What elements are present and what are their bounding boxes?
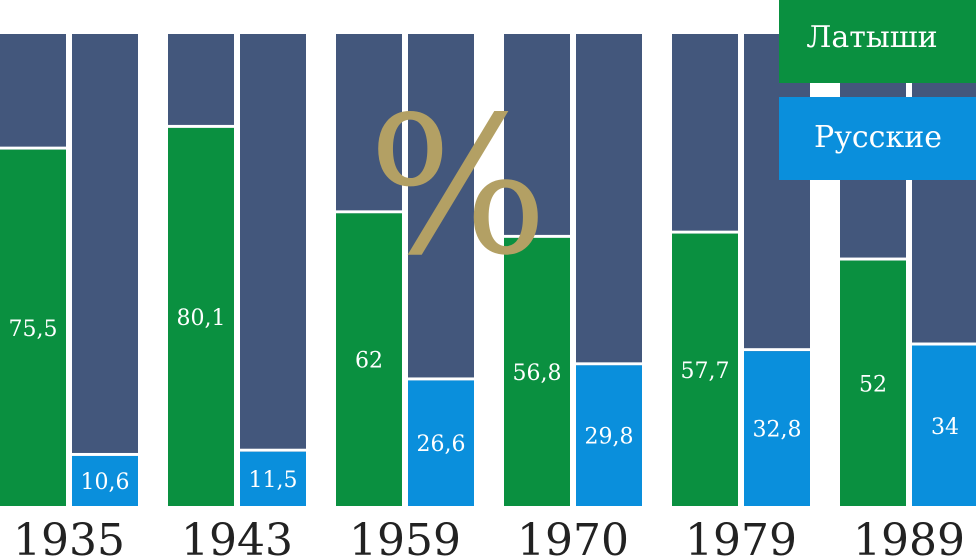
bar-separator-1959-russians <box>408 377 474 381</box>
value-labels-layer: 75,5 10,6 80,1 11,5 62 26,6 56,8 29,8 57,7 32,8 52… <box>9 306 959 495</box>
bar-separator-1970-russians <box>576 362 642 366</box>
bar-1970-latvians <box>504 237 570 507</box>
year-labels-layer: 1935 1943 1959 1970 1979 1989 <box>13 515 965 559</box>
legend-label-russians: Русские <box>814 120 942 155</box>
bar-1935-latvians <box>0 149 66 506</box>
bar-separator-1979-latvians <box>672 230 738 234</box>
bar-separator-1943-latvians <box>168 124 234 128</box>
bar-separator-1935-latvians <box>0 146 66 150</box>
year-label-1989: 1989 <box>853 515 965 559</box>
legend-label-latvians: Латыши <box>806 20 937 55</box>
value-label-1979-latvians: 57,7 <box>681 359 730 384</box>
bar-1935-russians <box>72 455 138 506</box>
year-label-1970: 1970 <box>517 515 629 559</box>
bar-separator-1970-latvians <box>504 234 570 238</box>
legend: Латыши Русские <box>779 0 976 180</box>
value-label-1989-russians: 34 <box>931 415 959 440</box>
bar-separator-1979-russians <box>744 348 810 352</box>
bar-remainder-1935-russians <box>72 34 138 506</box>
bar-1970-russians <box>576 365 642 506</box>
value-label-1935-latvians: 75,5 <box>9 317 58 342</box>
bar-1943-russians <box>240 451 306 506</box>
bar-separator-1935-russians <box>72 452 138 456</box>
bar-separator-1989-russians <box>912 342 976 346</box>
bars-layer <box>0 34 976 507</box>
bar-separator-1959-latvians <box>336 210 402 214</box>
year-label-1959: 1959 <box>349 515 461 559</box>
value-label-1989-latvians: 52 <box>859 372 887 397</box>
bar-remainder-1943-russians <box>240 34 306 506</box>
bar-1959-latvians <box>336 213 402 507</box>
bar-1959-russians <box>408 380 474 506</box>
year-label-1935: 1935 <box>13 515 125 559</box>
bar-separator-1943-russians <box>240 448 306 452</box>
value-label-1935-russians: 10,6 <box>81 470 130 495</box>
value-label-1943-latvians: 80,1 <box>177 306 226 331</box>
bar-separator-1989-latvians <box>840 257 906 261</box>
value-label-1970-russians: 29,8 <box>585 425 634 450</box>
year-label-1979: 1979 <box>685 515 797 559</box>
value-label-1970-latvians: 56,8 <box>513 361 562 386</box>
bar-1989-latvians <box>840 260 906 506</box>
value-label-1959-latvians: 62 <box>355 349 383 374</box>
legend-swatch-russians <box>779 97 976 180</box>
year-label-1943: 1943 <box>181 515 293 559</box>
bar-1989-russians <box>912 345 976 506</box>
bar-1943-latvians <box>168 127 234 506</box>
value-label-1959-russians: 26,6 <box>417 432 466 457</box>
legend-swatch-latvians <box>779 0 976 83</box>
bar-1979-latvians <box>672 233 738 506</box>
percent-symbol: % <box>368 76 549 297</box>
value-label-1979-russians: 32,8 <box>753 418 802 443</box>
value-label-1943-russians: 11,5 <box>249 468 298 493</box>
bar-1979-russians <box>744 351 810 506</box>
